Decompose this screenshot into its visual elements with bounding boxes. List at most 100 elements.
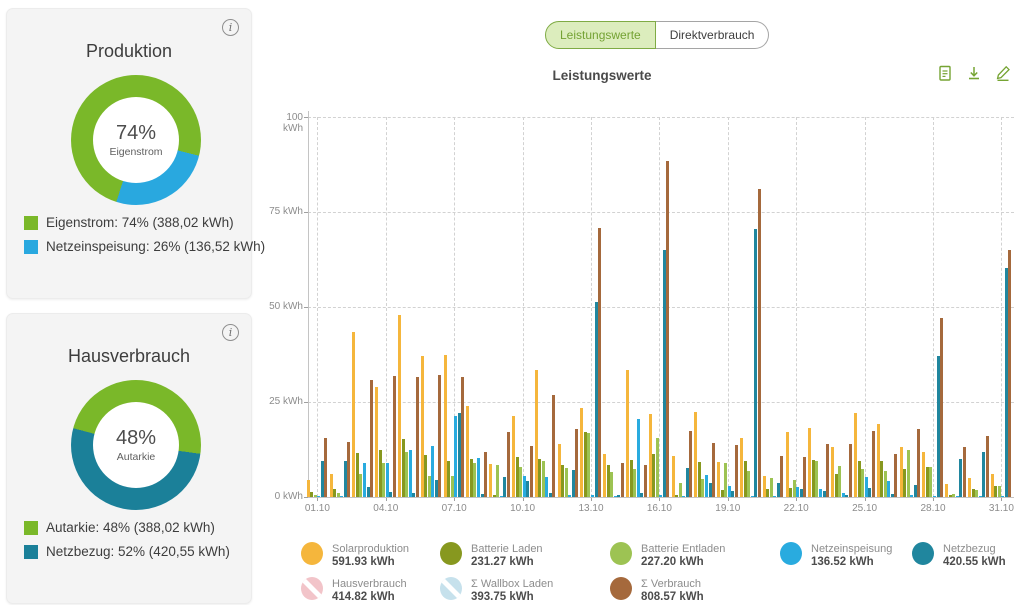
bar-verbrauch bbox=[598, 228, 602, 497]
bar-batterieentladen bbox=[587, 432, 591, 497]
bar-verbrauch bbox=[529, 446, 533, 497]
bar-solarproduktion bbox=[534, 370, 538, 497]
legend-item-batterieladen[interactable]: Batterie Laden 231.27 kWh bbox=[440, 542, 543, 568]
bar-batterieentladen bbox=[359, 473, 363, 497]
y-axis-label: 0 kWh bbox=[274, 491, 303, 502]
bar-netzbezug bbox=[868, 488, 872, 497]
bar-netzbezug bbox=[548, 492, 552, 497]
bar-solarproduktion bbox=[785, 432, 789, 497]
bar-verbrauch bbox=[324, 438, 328, 497]
bar-solarproduktion bbox=[808, 427, 812, 497]
gridline bbox=[308, 212, 1014, 213]
tab-leistungswerte[interactable]: Leistungswerte bbox=[545, 21, 656, 49]
series-color-dot bbox=[780, 542, 802, 565]
bar-verbrauch bbox=[871, 430, 875, 497]
legend-item-batterieentladen[interactable]: Batterie Entladen 227.20 kWh bbox=[610, 542, 725, 568]
autarkie-swatch bbox=[24, 520, 38, 535]
bar-solarproduktion bbox=[854, 412, 857, 497]
bar-batterieentladen bbox=[883, 471, 887, 497]
series-total: 591.93 kWh bbox=[332, 556, 395, 568]
bar-verbrauch bbox=[734, 445, 738, 497]
hausverbrauch-card: i Hausverbrauch 48% Autarkie Autarkie: 4… bbox=[6, 313, 252, 604]
legend-item-solarproduktion[interactable]: Solarproduktion 591.93 kWh bbox=[301, 542, 409, 568]
bar-verbrauch bbox=[666, 161, 670, 497]
bar-batterieentladen bbox=[633, 468, 637, 497]
x-axis-label: 07.10 bbox=[441, 503, 467, 514]
bar-netzeinspeisung bbox=[841, 492, 845, 497]
bar-batterieentladen bbox=[861, 469, 865, 497]
bar-netzbezug bbox=[890, 494, 894, 497]
x-axis-label: 25.10 bbox=[852, 503, 878, 514]
bar-batterieentladen bbox=[496, 465, 500, 497]
legend-item-netzeinspeisung[interactable]: Netzeinspeisung 136.52 kWh bbox=[780, 542, 892, 568]
bar-verbrauch bbox=[940, 318, 944, 497]
bar-netzeinspeisung bbox=[819, 489, 822, 497]
bar-verbrauch bbox=[917, 429, 921, 497]
bar-solarproduktion bbox=[968, 478, 971, 497]
autarkie-label: Autarkie: 48% (388,02 kWh) bbox=[46, 520, 215, 535]
bar-batterieentladen bbox=[724, 462, 728, 497]
y-axis-label: 50 kWh bbox=[269, 301, 303, 312]
legend-row-autarkie: Autarkie: 48% (388,02 kWh) bbox=[24, 520, 230, 535]
legend-row-eigenstrom: Eigenstrom: 74% (388,02 kWh) bbox=[24, 215, 265, 230]
bar-solarproduktion bbox=[443, 354, 447, 497]
bar-netzbezug bbox=[685, 467, 689, 497]
bar-netzbezug bbox=[754, 228, 758, 497]
x-axis-label: 04.10 bbox=[373, 503, 399, 514]
bar-batterieladen bbox=[720, 490, 724, 497]
bar-netzeinspeisung bbox=[385, 462, 389, 497]
bar-batterieladen bbox=[606, 465, 610, 497]
bar-batterieladen bbox=[994, 485, 998, 497]
donut-center: 74% Eigenstrom bbox=[93, 97, 179, 183]
bar-netzeinspeisung bbox=[910, 495, 914, 497]
bar-netzbezug bbox=[434, 479, 438, 497]
legend-item-hausverbrauch[interactable]: Hausverbrauch 414.82 kWh bbox=[301, 577, 407, 603]
report-icon[interactable] bbox=[937, 65, 953, 82]
bar-netzeinspeisung bbox=[1001, 495, 1005, 497]
bar-netzbezug bbox=[731, 491, 735, 497]
gridline bbox=[308, 402, 1014, 403]
bar-batterieentladen bbox=[473, 462, 477, 497]
legend-item-netzbezug[interactable]: Netzbezug 420.55 kWh bbox=[912, 542, 1006, 568]
series-total: 227.20 kWh bbox=[641, 556, 704, 568]
chart-title: Leistungswerte bbox=[552, 68, 652, 83]
tab-direktverbrauch[interactable]: Direktverbrauch bbox=[655, 21, 770, 49]
bar-netzeinspeisung bbox=[340, 495, 344, 497]
bar-batterieladen bbox=[310, 492, 314, 497]
bar-solarproduktion bbox=[352, 331, 356, 497]
series-name: Batterie Laden bbox=[471, 543, 543, 555]
bar-netzbezug bbox=[1004, 268, 1008, 497]
bar-solarproduktion bbox=[899, 446, 903, 497]
bar-batterieladen bbox=[880, 460, 884, 497]
info-icon[interactable]: i bbox=[222, 324, 239, 341]
legend-item-wallboxladen[interactable]: Σ Wallbox Laden 393.75 kWh bbox=[440, 577, 553, 603]
series-total: 808.57 kWh bbox=[641, 591, 704, 603]
info-icon[interactable]: i bbox=[222, 19, 239, 36]
bar-netzbezug bbox=[457, 412, 461, 497]
bar-batterieladen bbox=[469, 459, 473, 497]
bar-netzeinspeisung bbox=[499, 495, 503, 497]
hausverbrauch-donut-chart: 48% Autarkie bbox=[71, 380, 201, 510]
bar-batterieentladen bbox=[975, 490, 979, 497]
bar-batterieladen bbox=[583, 431, 587, 497]
series-name: Hausverbrauch bbox=[332, 578, 407, 590]
download-icon[interactable] bbox=[966, 65, 982, 82]
legend-item-verbrauch[interactable]: Σ Verbrauch 808.57 kWh bbox=[610, 577, 704, 603]
bar-batterieladen bbox=[811, 459, 815, 497]
bar-solarproduktion bbox=[329, 474, 333, 497]
edit-icon[interactable] bbox=[995, 65, 1011, 82]
y-tick bbox=[304, 117, 308, 118]
bar-batterieentladen bbox=[610, 471, 614, 497]
bar-verbrauch bbox=[392, 376, 396, 497]
x-axis-label: 13.10 bbox=[578, 503, 604, 514]
gridline bbox=[591, 117, 592, 497]
legend-row-netzbezug: Netzbezug: 52% (420,55 kWh) bbox=[24, 544, 230, 559]
bar-batterieladen bbox=[697, 462, 701, 497]
bar-batterieladen bbox=[789, 487, 793, 497]
bar-netzeinspeisung bbox=[773, 495, 777, 497]
x-axis-label: 19.10 bbox=[715, 503, 741, 514]
netzbezug-swatch bbox=[24, 544, 38, 559]
x-tick bbox=[727, 497, 729, 501]
bar-batterieladen bbox=[561, 465, 565, 497]
x-tick bbox=[591, 497, 592, 501]
